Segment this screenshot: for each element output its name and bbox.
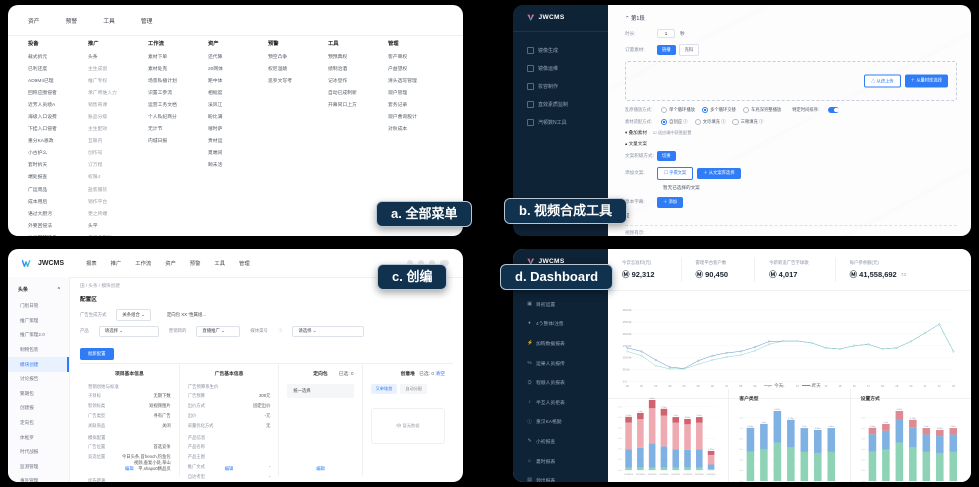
svg-text:2.0m: 2.0m bbox=[861, 460, 865, 462]
svg-text:5.01m: 5.01m bbox=[697, 415, 703, 417]
svg-text:5.03m: 5.03m bbox=[626, 415, 632, 417]
svg-text:20230606: 20230606 bbox=[659, 474, 669, 476]
svg-text:20230609: 20230609 bbox=[695, 474, 705, 476]
svg-text:1.0m: 1.0m bbox=[739, 470, 743, 472]
svg-text:3.0m: 3.0m bbox=[618, 438, 622, 440]
svg-text:5.79m: 5.79m bbox=[788, 418, 794, 420]
svg-text:20230603: 20230603 bbox=[624, 474, 634, 476]
svg-text:100.0k: 100.0k bbox=[623, 356, 632, 360]
svg-text:5.03m: 5.03m bbox=[748, 426, 754, 428]
svg-text:6.0m: 6.0m bbox=[861, 417, 865, 419]
svg-text:0.0m: 0.0m bbox=[618, 470, 622, 472]
svg-text:4.83m: 4.83m bbox=[815, 428, 821, 430]
svg-text:5.0m: 5.0m bbox=[924, 426, 929, 428]
svg-text:20230607: 20230607 bbox=[671, 474, 681, 476]
svg-text:5.0m: 5.0m bbox=[673, 415, 678, 417]
svg-text:5.0m: 5.0m bbox=[802, 426, 807, 428]
svg-text:1.0m: 1.0m bbox=[861, 470, 865, 472]
svg-text:5.0m: 5.0m bbox=[739, 428, 743, 430]
svg-text:5.79m: 5.79m bbox=[661, 407, 667, 409]
svg-text:6.62m: 6.62m bbox=[649, 398, 655, 400]
svg-text:0.0m: 0.0m bbox=[739, 481, 743, 482]
svg-text:3.0m: 3.0m bbox=[861, 449, 865, 451]
svg-text:1.0m: 1.0m bbox=[618, 459, 622, 461]
svg-text:20230610: 20230610 bbox=[707, 474, 717, 476]
svg-text:5.03m: 5.03m bbox=[869, 426, 875, 428]
svg-text:4.83m: 4.83m bbox=[937, 428, 943, 430]
svg-text:250.0k: 250.0k bbox=[623, 320, 632, 324]
svg-text:3.0m: 3.0m bbox=[739, 449, 743, 451]
svg-text:300.0k: 300.0k bbox=[623, 308, 632, 312]
svg-text:20230605: 20230605 bbox=[648, 474, 658, 476]
svg-text:20230608: 20230608 bbox=[683, 474, 693, 476]
svg-text:4.0m: 4.0m bbox=[618, 427, 622, 429]
svg-text:5.79m: 5.79m bbox=[910, 418, 916, 420]
svg-text:5.01m: 5.01m bbox=[950, 426, 956, 428]
svg-text:50.0k: 50.0k bbox=[623, 368, 631, 372]
svg-text:5.4m: 5.4m bbox=[883, 422, 888, 424]
svg-text:6.0m: 6.0m bbox=[618, 406, 622, 408]
svg-text:6.62m: 6.62m bbox=[775, 409, 781, 411]
svg-text:5.4m: 5.4m bbox=[638, 411, 643, 413]
svg-text:5.0m: 5.0m bbox=[618, 417, 622, 419]
svg-text:5.01m: 5.01m bbox=[829, 426, 835, 428]
svg-text:4.83m: 4.83m bbox=[685, 417, 691, 419]
svg-text:4.0m: 4.0m bbox=[861, 438, 865, 440]
svg-text:4.0m: 4.0m bbox=[739, 438, 743, 440]
svg-text:0.0m: 0.0m bbox=[861, 481, 865, 482]
svg-text:2.0m: 2.0m bbox=[739, 460, 743, 462]
svg-text:6.62m: 6.62m bbox=[896, 409, 902, 411]
svg-text:2.0m: 2.0m bbox=[618, 449, 622, 451]
svg-text:20230604: 20230604 bbox=[636, 474, 646, 476]
svg-text:5.4m: 5.4m bbox=[762, 422, 767, 424]
svg-text:5.0m: 5.0m bbox=[861, 428, 865, 430]
svg-text:6.0m: 6.0m bbox=[739, 417, 743, 419]
svg-text:1.91m: 1.91m bbox=[708, 449, 714, 451]
svg-text:200.0k: 200.0k bbox=[623, 332, 632, 336]
